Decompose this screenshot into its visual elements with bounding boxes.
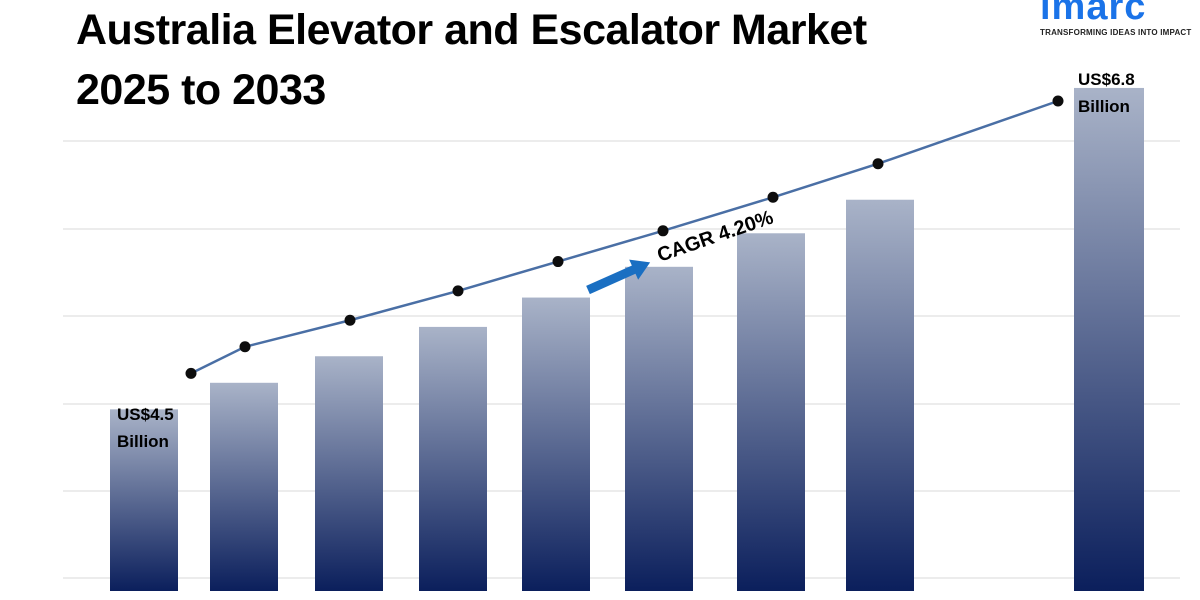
logo-tagline: TRANSFORMING IDEAS INTO IMPACT (1040, 28, 1192, 37)
imarc-logo: imarc TRANSFORMING IDEAS INTO IMPACT (1040, 0, 1200, 38)
bar-2025 (110, 409, 178, 591)
bar-2030 (625, 266, 693, 591)
end-value-label: US$6.8 (1078, 70, 1135, 89)
trend-point-2028 (452, 285, 464, 297)
trend-line (185, 95, 1064, 379)
trend-point-2026 (239, 341, 251, 353)
trend-point-2027 (344, 314, 356, 326)
bar-2029 (522, 297, 590, 591)
start-value-label: US$4.5 (117, 405, 174, 424)
cagr-arrow-icon (586, 259, 651, 295)
bar-2028 (419, 326, 487, 591)
end-unit-label: Billion (1078, 97, 1130, 116)
bar-2033 (1074, 87, 1144, 592)
trend-line-path (190, 99, 1059, 375)
logo-wordmark: imarc (1040, 0, 1147, 28)
bar-2026 (210, 382, 278, 591)
chart-title: Australia Elevator and Escalator Market … (76, 0, 867, 120)
bar-2032 (846, 199, 914, 591)
trend-point-2031 (767, 191, 779, 203)
bar-2031 (737, 233, 805, 591)
bars (110, 87, 1144, 592)
trend-point-2030 (657, 225, 669, 237)
bar-2027 (315, 356, 383, 591)
trend-point-2029 (552, 256, 564, 268)
chart-title-line-2: 2025 to 2033 (76, 66, 326, 114)
trend-point-2033 (1052, 95, 1064, 107)
start-unit-label: Billion (117, 432, 169, 451)
chart-title-line-1: Australia Elevator and Escalator Market (76, 6, 867, 54)
trend-point-2032 (872, 158, 884, 170)
trend-point-2025 (185, 367, 197, 379)
